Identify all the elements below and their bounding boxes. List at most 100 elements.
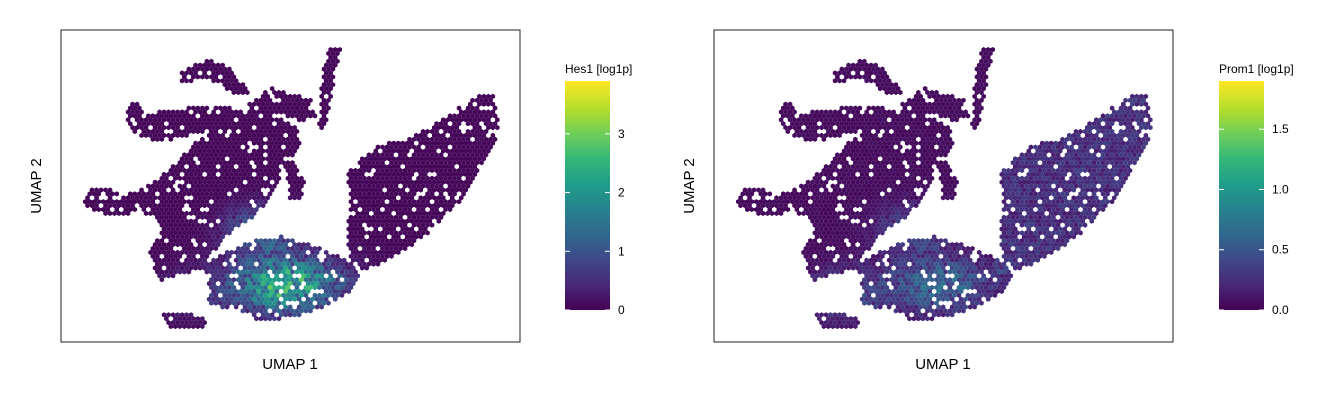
- hexbin-cell: [231, 121, 237, 127]
- hexbin-cell: [375, 175, 381, 181]
- hexbin-cell: [283, 93, 288, 99]
- hexbin-cell: [121, 203, 126, 209]
- hexbin-cell: [452, 183, 457, 189]
- hexbin-cell: [423, 226, 428, 232]
- hexbin-cell: [197, 109, 203, 115]
- hexbin-cell: [387, 218, 392, 224]
- hexbin-cell: [267, 121, 273, 127]
- hexbin-cell: [468, 140, 473, 146]
- hexbin-cell: [265, 117, 270, 123]
- hexbin-cell: [182, 128, 187, 135]
- hexbin-cell: [481, 93, 487, 99]
- hexbin-cell: [186, 199, 192, 205]
- hexbin-cell: [175, 117, 180, 123]
- hexbin-cell: [175, 171, 180, 177]
- hexbin-cell: [450, 179, 455, 185]
- hexbin-cell: [157, 132, 162, 138]
- hexbin-cell: [240, 191, 246, 197]
- hexbin-cell: [483, 136, 489, 142]
- hexbin-cell: [441, 132, 446, 138]
- hexbin-cell: [461, 160, 466, 166]
- hexbin-cell: [206, 187, 212, 193]
- hexbin-cell: [177, 167, 183, 174]
- hexbin-cell: [186, 191, 192, 197]
- hexbin-cell: [414, 179, 419, 185]
- hexbin-cell: [204, 199, 210, 205]
- hexbin-cell: [132, 113, 138, 119]
- hexbin-cell: [326, 50, 331, 57]
- hexbin-cell: [164, 183, 169, 189]
- hexbin-cell: [229, 140, 234, 146]
- hexbin-cell: [420, 206, 426, 213]
- hexbin-cell: [360, 179, 365, 185]
- hexbin-cell: [200, 136, 205, 142]
- hexbin-cell: [371, 152, 376, 158]
- hexbin-cell: [222, 121, 228, 127]
- hexbin-cell: [215, 203, 221, 209]
- hexbin-cell: [474, 160, 480, 166]
- hexbin-cell: [486, 101, 491, 107]
- hexbin-cell: [193, 117, 198, 123]
- hexbin-cell: [265, 179, 270, 185]
- hexbin-cell: [398, 191, 403, 197]
- hexbin-cell: [391, 203, 396, 209]
- hexbin-layer: [83, 47, 500, 330]
- hexbin-cell: [434, 121, 439, 127]
- hexbin-cell: [128, 105, 133, 111]
- hexbin-cell: [179, 226, 185, 232]
- hexbin-cell: [272, 175, 277, 181]
- hexbin-cell: [326, 97, 331, 103]
- hexbin-cell: [157, 109, 162, 115]
- hexbin-cell: [233, 203, 239, 209]
- hexbin-cell: [393, 191, 399, 197]
- hexbin-cell: [450, 140, 455, 146]
- hexbin-cell: [200, 199, 205, 205]
- hexbin-cell: [398, 206, 403, 213]
- hexbin-cell: [265, 148, 270, 154]
- hexbin-cell: [409, 140, 414, 146]
- hexbin-cell: [441, 210, 446, 216]
- hexbin-cell: [414, 164, 419, 170]
- hexbin-cell: [152, 117, 158, 123]
- hexbin-cell: [459, 187, 464, 193]
- hexbin-cell: [373, 156, 378, 162]
- hexbin-cell: [247, 187, 252, 193]
- hexbin-cell: [233, 148, 239, 154]
- hexbin-cell: [391, 140, 396, 146]
- hexbin-cell: [260, 125, 266, 131]
- hexbin-cell: [164, 230, 169, 236]
- hexbin-cell: [236, 175, 241, 181]
- hexbin-cell: [364, 187, 369, 193]
- hexbin-cell: [202, 187, 207, 193]
- hexbin-cell: [272, 160, 277, 166]
- hexbin-cell: [173, 214, 178, 220]
- hexbin-cell: [481, 156, 487, 162]
- hexbin-cell: [380, 152, 385, 158]
- hexbin-cell: [137, 191, 142, 197]
- hexbin-cell: [423, 164, 428, 170]
- hexbin-cell: [429, 214, 435, 220]
- hexbin-cell: [238, 195, 243, 201]
- hexbin-cell: [191, 66, 196, 72]
- hexbin-cell: [389, 199, 394, 205]
- hexbin-cell: [321, 82, 327, 88]
- hexbin-cell: [407, 199, 412, 205]
- hexbin-cell: [177, 214, 183, 220]
- hexbin-cell: [213, 206, 219, 213]
- hexbin-cell: [263, 89, 268, 96]
- hexbin-cell: [191, 121, 196, 127]
- hexbin-cell: [488, 121, 493, 127]
- hexbin-cell: [224, 86, 230, 92]
- hexbin-cell: [134, 117, 140, 123]
- hexbin-cell: [335, 50, 340, 57]
- hexbin-cell: [445, 171, 450, 177]
- hexbin-cell: [477, 101, 482, 107]
- hexbin-cell: [477, 117, 482, 123]
- hexbin-cell: [454, 179, 459, 185]
- hexbin-cell: [231, 82, 237, 88]
- hexbin-cell: [378, 187, 383, 193]
- hexbin-cell: [200, 152, 205, 158]
- hexbin-cell: [481, 132, 487, 138]
- hexbin-cell: [423, 195, 428, 201]
- hexbin-cell: [260, 109, 266, 115]
